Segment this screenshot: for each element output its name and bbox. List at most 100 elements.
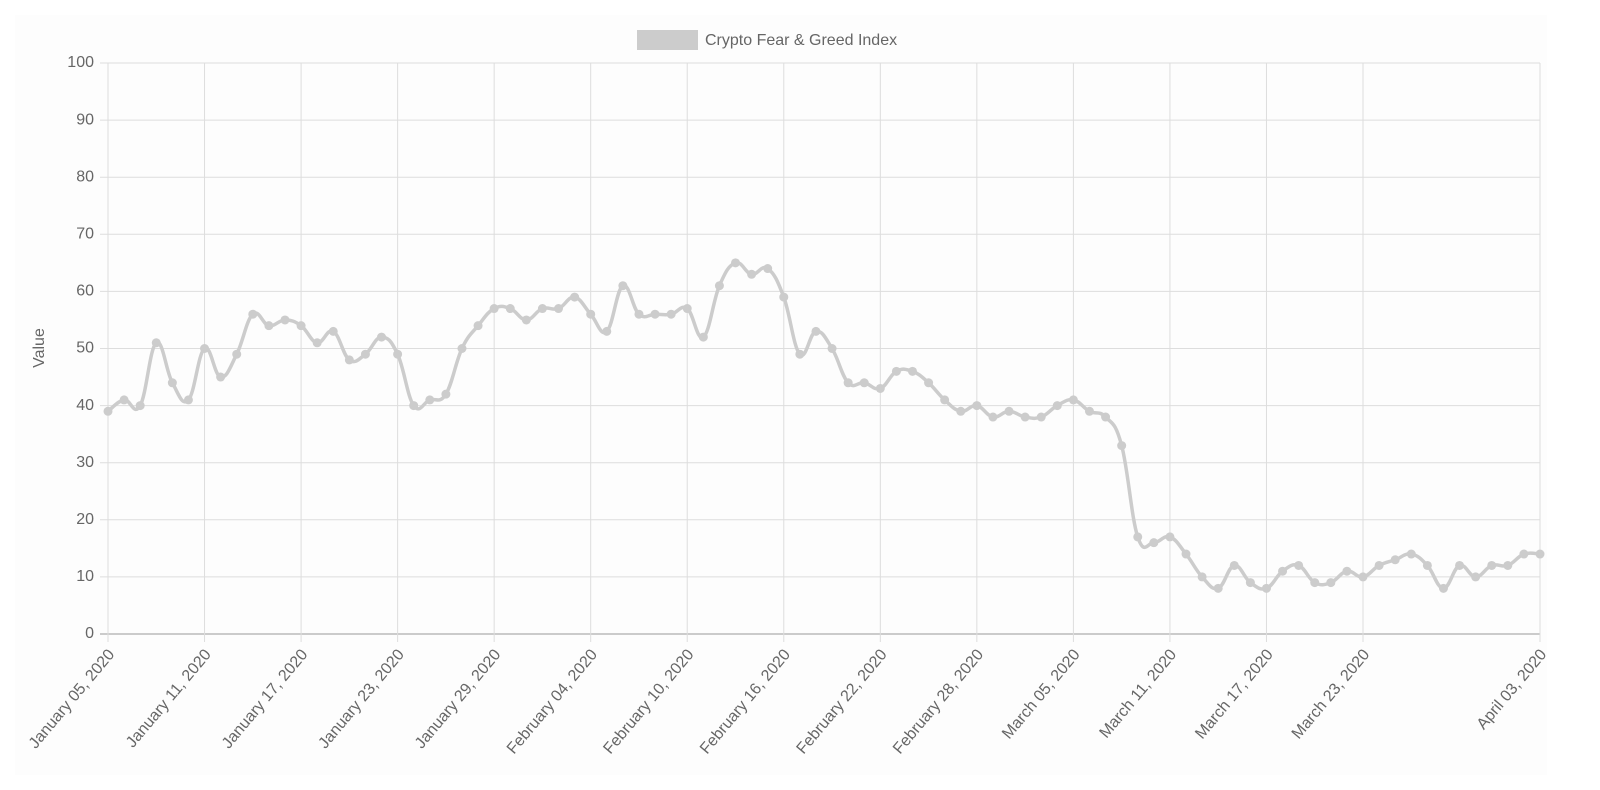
point (956, 406, 966, 416)
point (248, 309, 258, 319)
point (232, 349, 242, 359)
point (328, 326, 338, 336)
point (425, 395, 435, 405)
point (763, 264, 773, 274)
point (537, 304, 547, 314)
point (1261, 583, 1271, 593)
point (200, 344, 210, 353)
y-tick-label: 50 (76, 340, 94, 357)
y-tick-label: 20 (76, 511, 94, 528)
y-tick-label: 70 (76, 226, 94, 243)
point (393, 349, 403, 359)
legend-label: Crypto Fear & Greed Index (705, 32, 897, 49)
point (795, 349, 805, 359)
point (1245, 578, 1255, 588)
y-tick-label: 100 (67, 54, 94, 71)
point (586, 309, 596, 319)
y-tick-label: 90 (76, 111, 94, 128)
point (167, 378, 177, 388)
point (489, 304, 499, 314)
point (360, 349, 370, 359)
point (1133, 532, 1143, 542)
point (972, 401, 982, 411)
point (296, 321, 306, 331)
y-axis-title: Value (31, 328, 48, 368)
point (1503, 560, 1513, 570)
point (1149, 538, 1159, 548)
point (441, 389, 451, 399)
point (1342, 566, 1352, 576)
point (457, 344, 467, 353)
y-tick-label: 60 (76, 283, 94, 300)
point (1101, 412, 1111, 422)
point (554, 304, 564, 314)
point (682, 304, 692, 314)
point (1406, 549, 1416, 559)
point (843, 378, 853, 388)
point (1181, 549, 1191, 559)
point (1326, 578, 1336, 588)
point (1004, 406, 1014, 416)
point (264, 321, 274, 331)
point (1084, 406, 1094, 416)
y-tick-label: 40 (76, 397, 94, 414)
y-tick-label: 10 (76, 568, 94, 585)
point (1068, 395, 1078, 405)
point (151, 338, 161, 348)
point (135, 401, 145, 411)
point (698, 332, 708, 342)
y-tick-label: 80 (76, 168, 94, 185)
point (747, 269, 757, 279)
y-tick-label: 30 (76, 454, 94, 471)
point (1535, 549, 1545, 559)
point (650, 309, 660, 319)
point (1052, 401, 1062, 411)
point (859, 378, 869, 388)
point (875, 383, 885, 393)
chart-background (15, 15, 1547, 775)
point (618, 281, 628, 291)
point (1020, 412, 1030, 422)
point (1519, 549, 1529, 559)
point (666, 309, 676, 319)
point (827, 344, 837, 353)
point (570, 292, 580, 302)
point (602, 326, 612, 336)
point (1310, 578, 1320, 588)
point (940, 395, 950, 405)
point (1438, 583, 1448, 593)
point (1117, 441, 1127, 451)
point (344, 355, 354, 365)
point (1197, 572, 1207, 582)
point (714, 281, 724, 291)
point (988, 412, 998, 422)
point (731, 258, 741, 268)
point (1294, 560, 1304, 570)
point (1213, 583, 1223, 593)
point (907, 366, 917, 376)
point (1278, 566, 1288, 576)
point (473, 321, 483, 331)
point (377, 332, 387, 342)
point (1471, 572, 1481, 582)
point (521, 315, 531, 325)
legend-swatch (637, 30, 698, 50)
point (1422, 560, 1432, 570)
point (634, 309, 644, 319)
point (891, 366, 901, 376)
point (779, 292, 789, 302)
point (1455, 560, 1465, 570)
point (409, 401, 419, 411)
point (216, 372, 226, 382)
point (1358, 572, 1368, 582)
point (312, 338, 322, 348)
point (280, 315, 290, 325)
point (103, 406, 113, 416)
point (119, 395, 129, 405)
y-tick-label: 0 (85, 625, 94, 642)
point (1229, 560, 1239, 570)
point (1036, 412, 1046, 422)
point (1390, 555, 1400, 565)
point (811, 326, 821, 336)
